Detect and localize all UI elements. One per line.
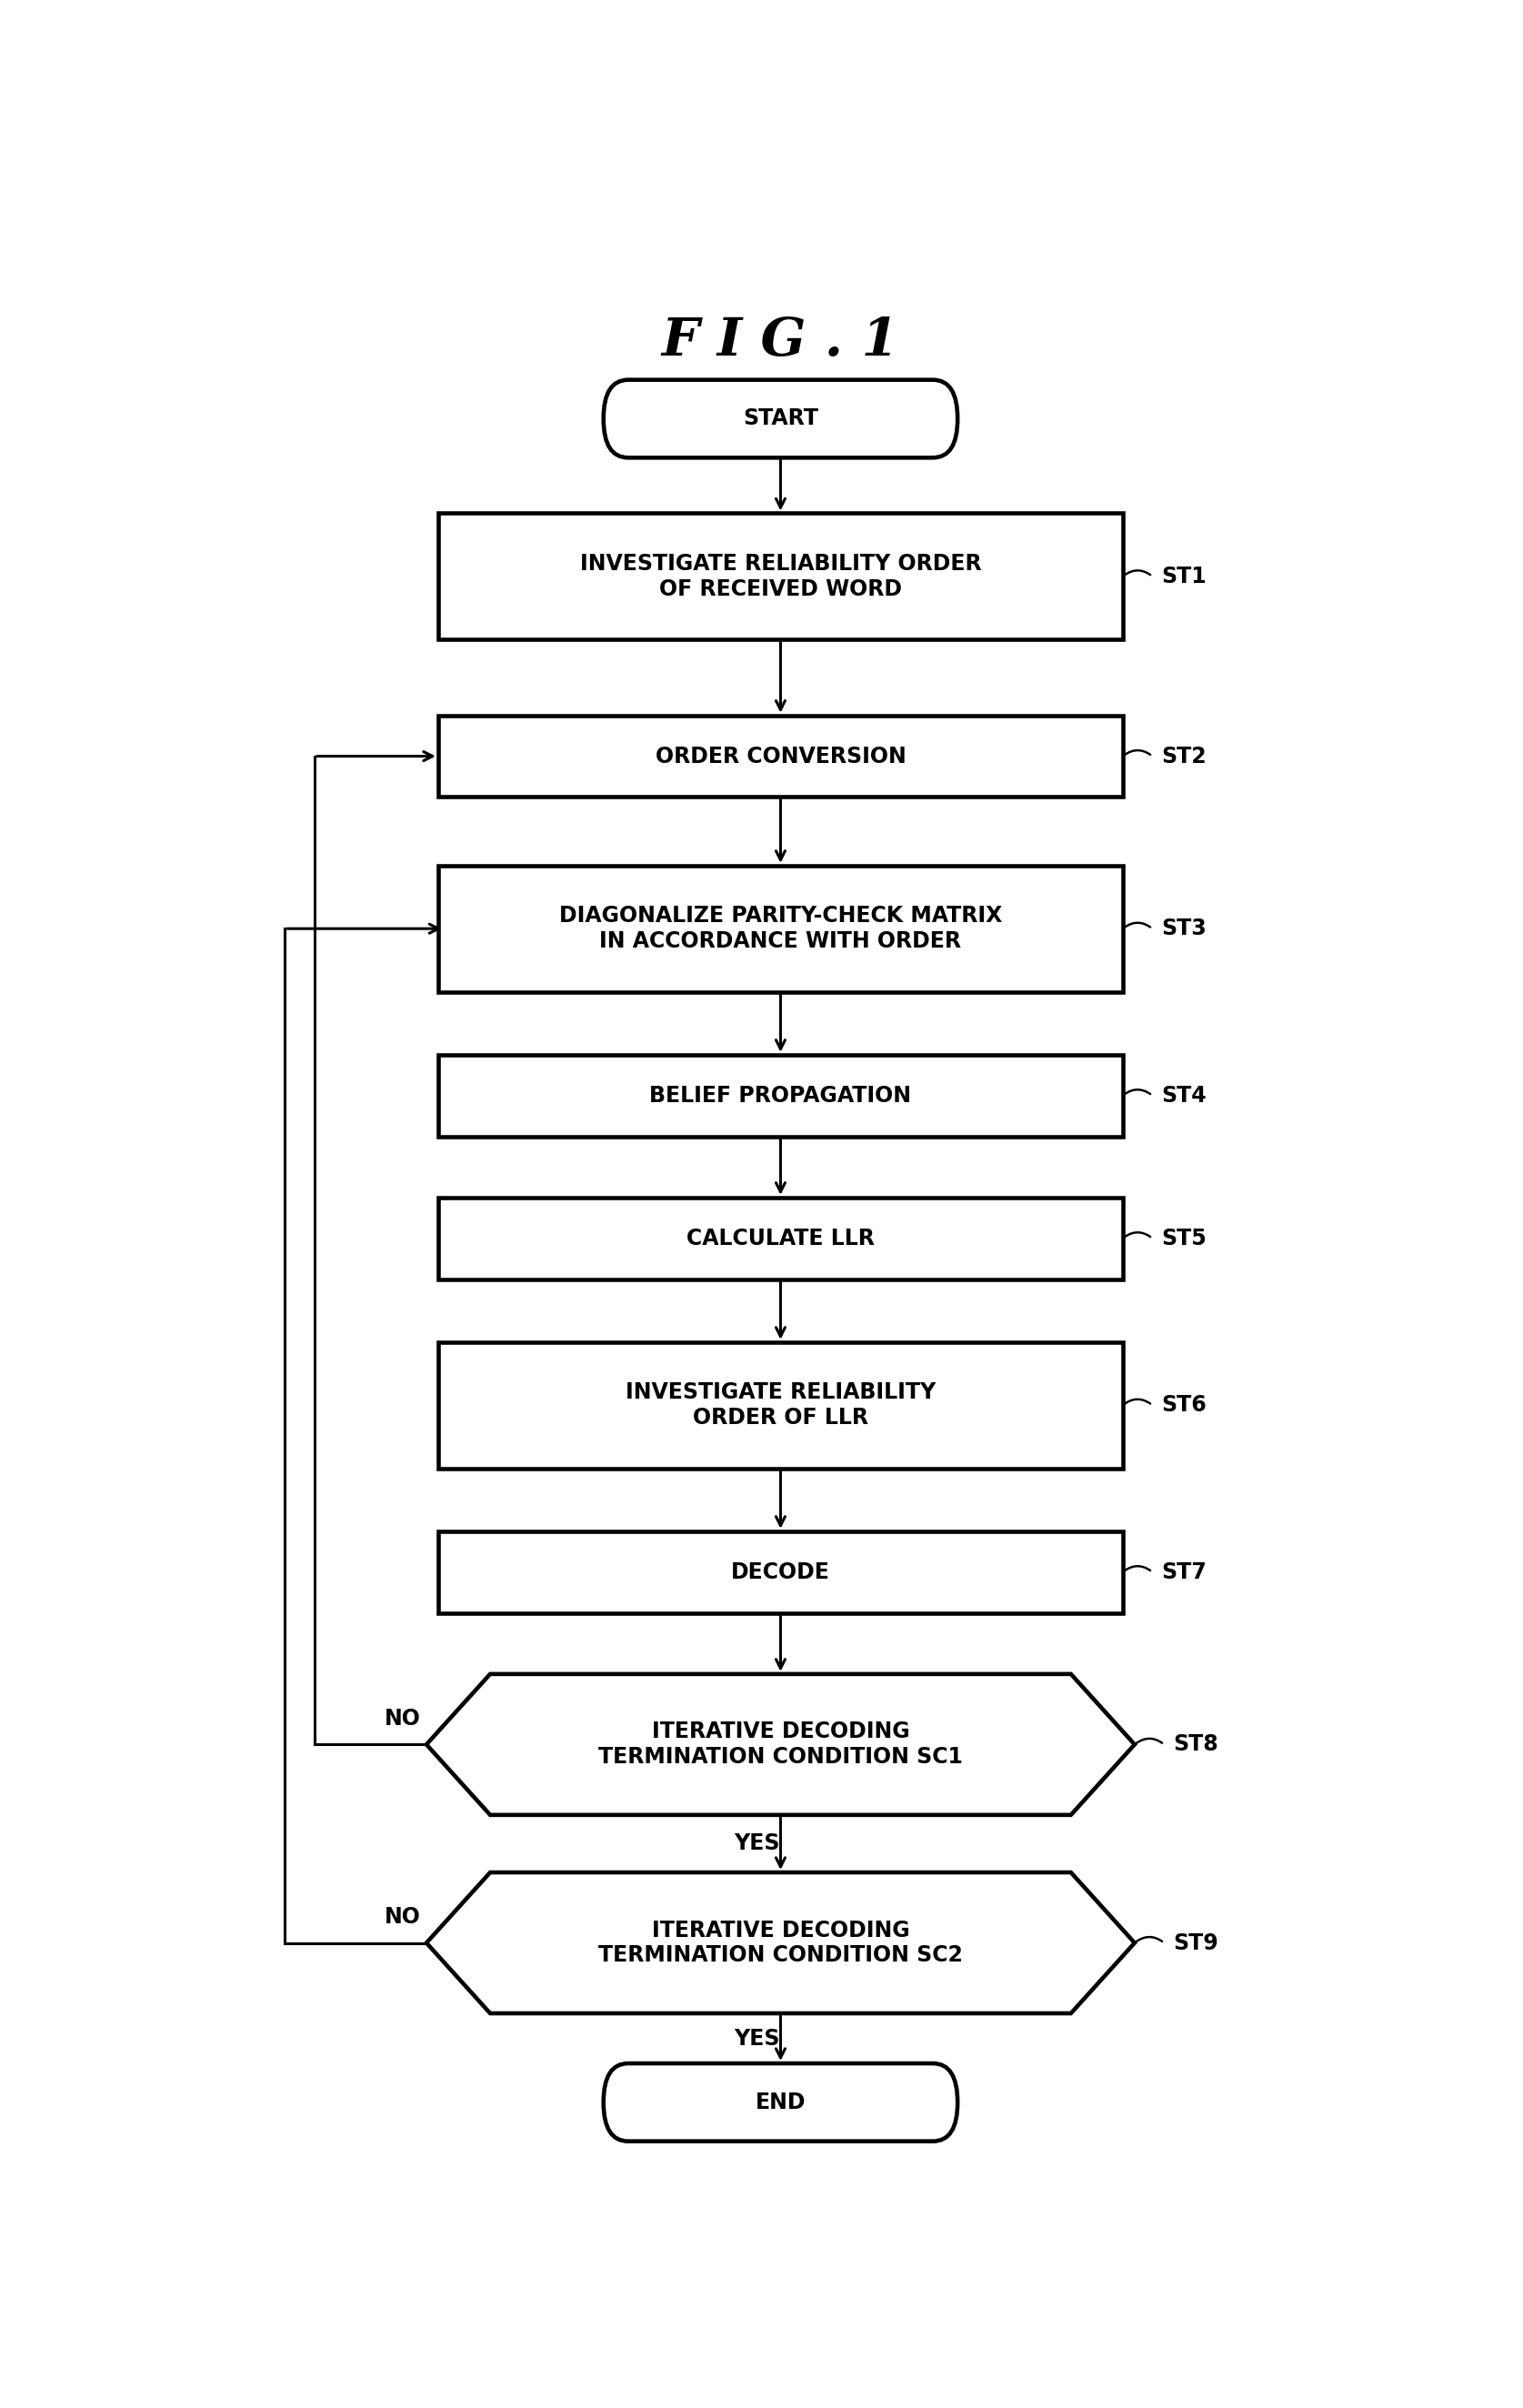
Bar: [439, 1055, 1122, 1137]
Text: INVESTIGATE RELIABILITY ORDER
OF RECEIVED WORD: INVESTIGATE RELIABILITY ORDER OF RECEIVE…: [580, 554, 981, 600]
Text: ST4: ST4: [1162, 1084, 1206, 1105]
Text: CALCULATE LLR: CALCULATE LLR: [687, 1228, 874, 1250]
Text: ITERATIVE DECODING
TERMINATION CONDITION SC1: ITERATIVE DECODING TERMINATION CONDITION…: [599, 1722, 963, 1767]
Text: DECODE: DECODE: [731, 1560, 830, 1582]
Text: BELIEF PROPAGATION: BELIEF PROPAGATION: [650, 1084, 911, 1105]
Text: NO: NO: [384, 1707, 420, 1729]
Polygon shape: [426, 1674, 1135, 1816]
Text: ST2: ST2: [1162, 746, 1206, 768]
Text: END: END: [755, 2093, 806, 2114]
Text: START: START: [743, 407, 818, 429]
Text: INVESTIGATE RELIABILITY
ORDER OF LLR: INVESTIGATE RELIABILITY ORDER OF LLR: [626, 1382, 935, 1428]
Text: ST7: ST7: [1162, 1560, 1208, 1582]
FancyBboxPatch shape: [603, 380, 958, 458]
FancyBboxPatch shape: [603, 2064, 958, 2141]
Bar: [439, 864, 1122, 992]
Text: ST8: ST8: [1174, 1734, 1218, 1755]
Text: DIAGONALIZE PARITY-CHECK MATRIX
IN ACCORDANCE WITH ORDER: DIAGONALIZE PARITY-CHECK MATRIX IN ACCOR…: [559, 905, 1002, 951]
Text: ST1: ST1: [1162, 566, 1206, 588]
Bar: [439, 1531, 1122, 1613]
Text: ST6: ST6: [1162, 1394, 1208, 1416]
Text: ITERATIVE DECODING
TERMINATION CONDITION SC2: ITERATIVE DECODING TERMINATION CONDITION…: [599, 1919, 963, 1967]
Bar: [439, 1197, 1122, 1279]
Text: ST3: ST3: [1162, 917, 1208, 939]
Polygon shape: [426, 1873, 1135, 2013]
Text: NO: NO: [384, 1907, 420, 1929]
Text: YES: YES: [734, 1832, 780, 1854]
Text: ST5: ST5: [1162, 1228, 1208, 1250]
Text: ST9: ST9: [1174, 1931, 1218, 1953]
Text: F I G . 1: F I G . 1: [663, 315, 899, 366]
Text: YES: YES: [734, 2028, 780, 2049]
Bar: [439, 1341, 1122, 1469]
Text: ORDER CONVERSION: ORDER CONVERSION: [655, 746, 906, 768]
Bar: [439, 513, 1122, 641]
Bar: [439, 715, 1122, 797]
